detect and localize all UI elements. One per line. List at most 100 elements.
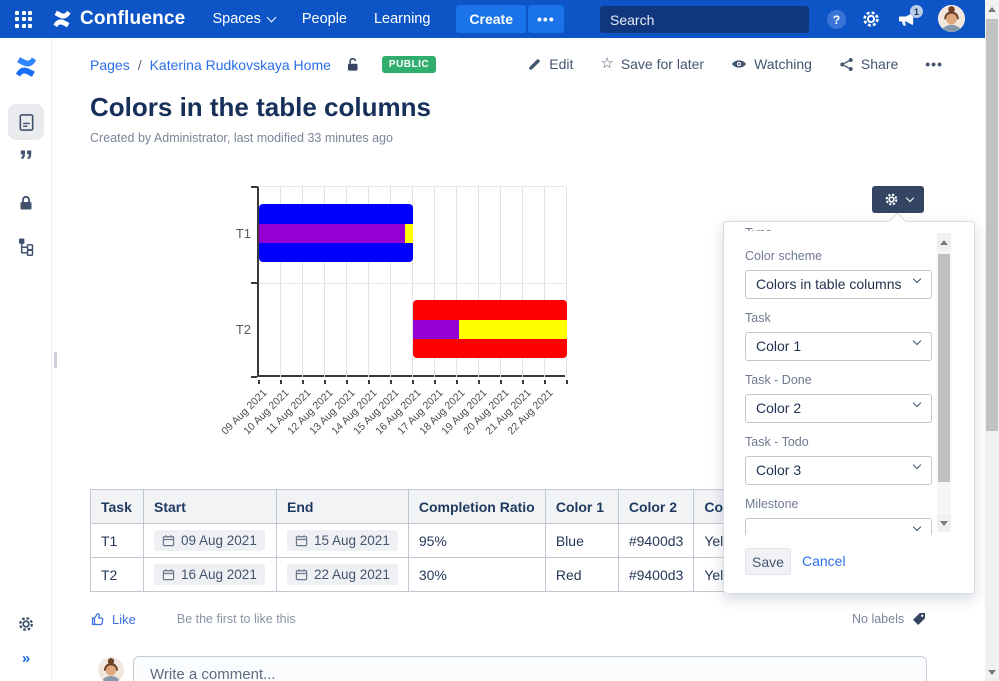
share-button[interactable]: Share <box>839 56 898 72</box>
calendar-icon <box>162 569 175 581</box>
scroll-down-button[interactable] <box>985 663 999 681</box>
gantt-gridline <box>390 187 391 378</box>
search-box <box>600 6 809 33</box>
gantt-gridline <box>302 187 303 378</box>
pages-icon <box>19 113 33 131</box>
col-completion-ratio: Completion Ratio <box>407 489 546 524</box>
color-scheme-select[interactable]: Colors in table columns <box>745 270 932 299</box>
page-byline: Created by Administrator, last modified … <box>90 131 393 145</box>
gantt-x-tick <box>390 380 392 384</box>
scrollbar-thumb[interactable] <box>986 19 998 431</box>
gantt-x-tick <box>346 380 348 384</box>
unlock-icon[interactable] <box>345 57 360 72</box>
task-table: Task Start End Completion Ratio Color 1 … <box>90 489 779 592</box>
watching-button[interactable]: Watching <box>731 56 812 72</box>
chart-settings-button[interactable] <box>872 186 924 213</box>
comment-user-avatar <box>98 657 124 681</box>
breadcrumb-current-link[interactable]: Katerina Rudkovskaya Home <box>149 56 331 73</box>
gantt-gridline <box>434 187 435 378</box>
gantt-gridline <box>522 187 523 378</box>
gantt-gridline <box>456 187 457 378</box>
field-label-color-scheme: Color scheme <box>745 249 823 263</box>
table-row: T2 16 Aug 2021 22 Aug 2021 30% Red #9400… <box>90 557 779 592</box>
like-button[interactable]: Like <box>90 611 136 627</box>
sidebar-item-restrictions[interactable] <box>0 194 52 212</box>
cancel-button[interactable]: Cancel <box>802 553 846 569</box>
gantt-bar-todo-segment <box>459 320 567 339</box>
milestone-select[interactable] <box>745 518 932 535</box>
settings-gear-icon[interactable] <box>861 9 881 29</box>
chevron-down-icon <box>912 522 922 532</box>
gantt-x-tick <box>434 380 436 384</box>
save-button[interactable]: Save <box>745 548 791 575</box>
quote-icon: ” <box>18 145 34 178</box>
gantt-bar-done-segment <box>259 224 405 243</box>
scroll-up-button[interactable] <box>937 233 951 251</box>
page-title: Colors in the table columns <box>90 92 431 122</box>
create-button[interactable]: Create <box>456 5 527 33</box>
space-logo[interactable] <box>0 54 52 80</box>
notification-count-badge: 1 <box>910 5 923 18</box>
task-color-select[interactable]: Color 1 <box>745 332 932 361</box>
user-avatar[interactable] <box>938 5 965 32</box>
panel-scrollbar <box>937 233 951 532</box>
chevron-down-icon <box>912 336 922 346</box>
app-switcher-icon[interactable] <box>15 10 32 28</box>
avatar-image <box>938 5 965 32</box>
page-scrollbar <box>985 0 999 681</box>
page-more-actions-button[interactable]: ••• <box>925 56 943 72</box>
scroll-down-button[interactable] <box>937 514 951 532</box>
chevron-down-icon <box>905 193 914 203</box>
nav-people[interactable]: People <box>301 11 347 27</box>
col-color2: Color 2 <box>617 489 695 524</box>
gantt-x-tick <box>522 380 524 384</box>
scroll-up-button[interactable] <box>985 0 999 18</box>
nav-spaces[interactable]: Spaces <box>212 11 277 27</box>
space-settings-button[interactable] <box>0 615 52 633</box>
sidebar-item-blog[interactable]: ” <box>0 145 52 178</box>
labels-row[interactable]: No labels <box>852 611 927 627</box>
gantt-gridline <box>368 187 369 378</box>
public-badge: PUBLIC <box>381 56 437 73</box>
create-more-button[interactable]: ••• <box>528 5 564 33</box>
tree-icon <box>19 238 34 256</box>
calendar-icon <box>162 535 175 547</box>
chevron-down-icon <box>912 460 922 470</box>
product-name: Confluence <box>80 8 186 29</box>
top-navigation-bar: Confluence Spaces People Learning Create… <box>0 0 985 38</box>
announcements-megaphone-icon[interactable] <box>896 9 916 29</box>
edit-button[interactable]: Edit <box>527 56 573 72</box>
save-for-later-button[interactable]: ☆ Save for later <box>600 55 705 72</box>
no-labels-text: No labels <box>852 612 905 626</box>
gantt-x-tick <box>324 380 326 384</box>
gantt-x-tick <box>302 380 304 384</box>
gantt-y-label: T1 <box>235 226 251 241</box>
confluence-logo[interactable]: Confluence <box>51 8 185 30</box>
gantt-x-tick <box>258 380 260 384</box>
sidebar-resize-grip[interactable] <box>54 352 57 368</box>
comment-input[interactable]: Write a comment... <box>133 656 927 681</box>
chart-settings-panel: Type Color scheme Colors in table column… <box>723 212 975 594</box>
task-done-color-select[interactable]: Color 2 <box>745 394 932 423</box>
nav-learning[interactable]: Learning <box>373 11 431 27</box>
help-icon[interactable]: ? <box>827 10 846 29</box>
table-row: T1 09 Aug 2021 15 Aug 2021 95% Blue #940… <box>90 523 779 558</box>
gantt-bar <box>413 300 567 358</box>
breadcrumb-separator: / <box>137 56 142 73</box>
task-todo-color-select[interactable]: Color 3 <box>745 456 932 485</box>
gantt-bar-todo-segment <box>405 224 413 243</box>
gear-icon <box>19 617 33 631</box>
star-icon: ☆ <box>600 55 614 72</box>
search-input[interactable] <box>600 11 801 28</box>
gantt-x-tick <box>544 380 546 384</box>
scrollbar-thumb[interactable] <box>938 254 950 482</box>
expand-sidebar-button[interactable]: » <box>21 650 31 667</box>
tag-icon <box>913 613 926 625</box>
col-end: End <box>276 489 409 524</box>
sidebar-item-pages[interactable] <box>8 104 44 140</box>
gantt-bar-done-segment <box>413 320 459 339</box>
breadcrumb-pages-link[interactable]: Pages <box>90 56 130 73</box>
date-lozenge: 16 Aug 2021 <box>154 564 265 585</box>
sidebar-item-page-tree[interactable] <box>0 236 52 256</box>
